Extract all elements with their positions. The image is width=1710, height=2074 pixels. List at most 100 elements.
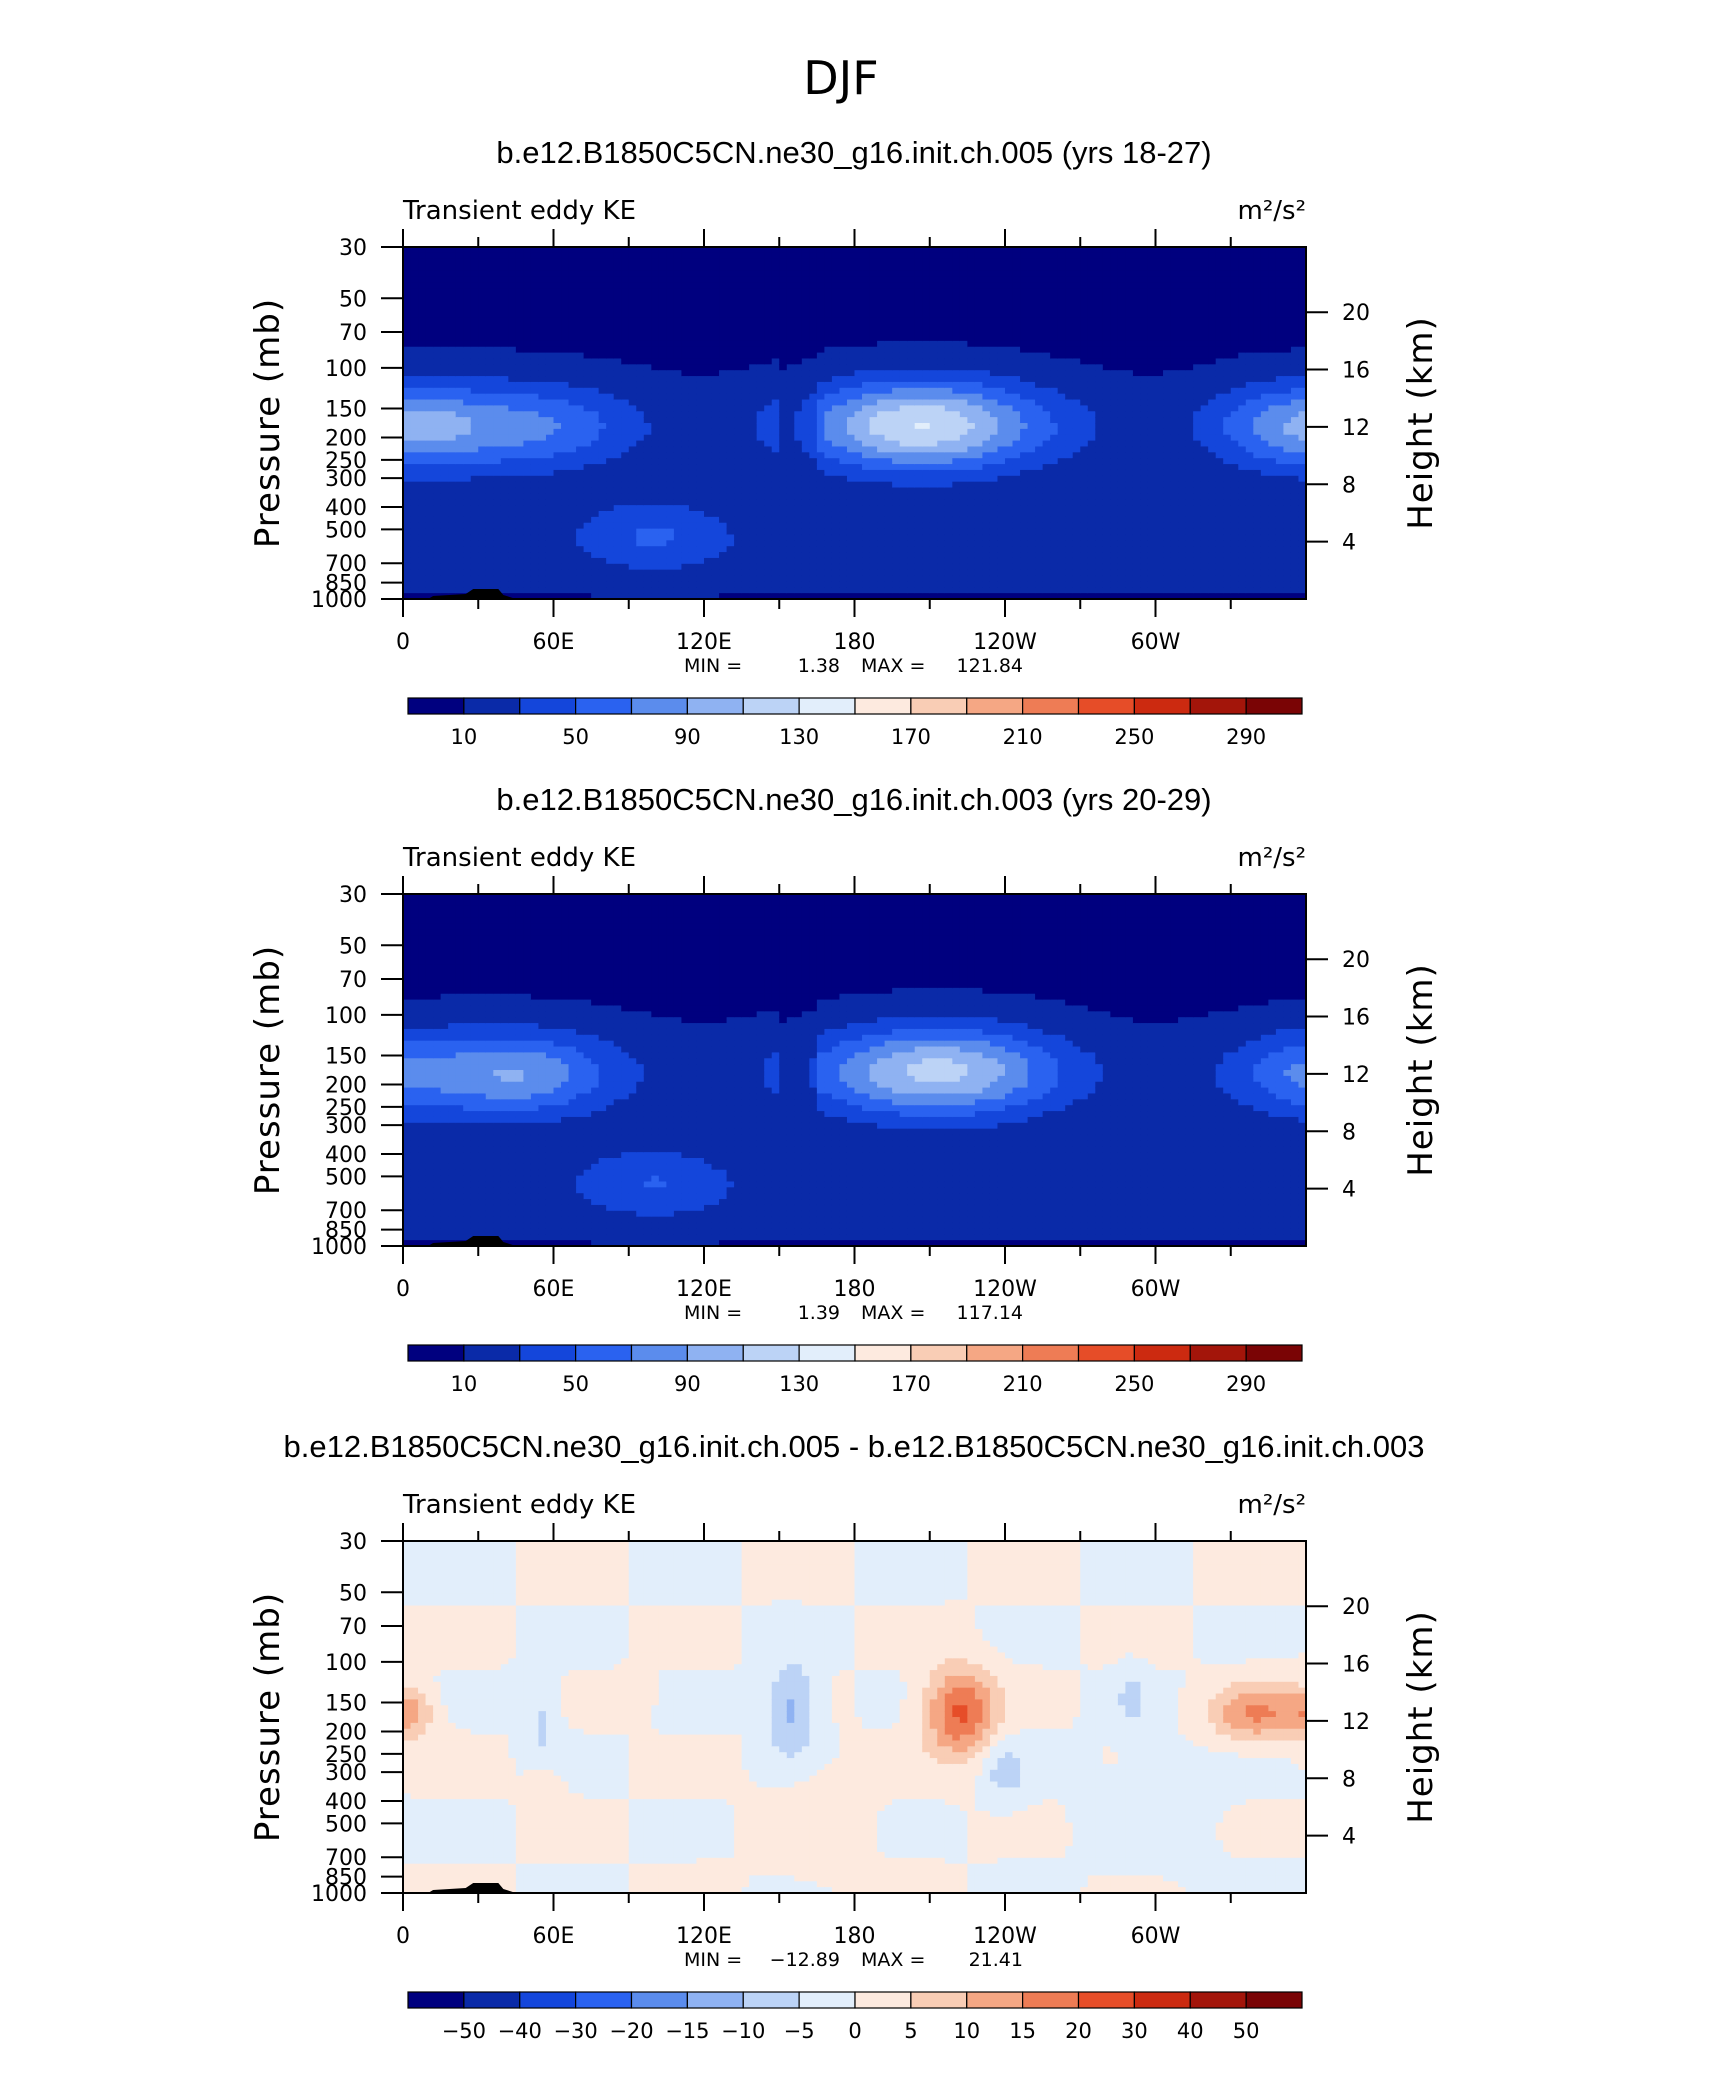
contour-cell: [967, 288, 976, 295]
contour-cell: [545, 417, 555, 424]
contour-cell: [929, 581, 938, 588]
contour-cell: [914, 270, 923, 277]
contour-cell: [854, 311, 863, 318]
contour-cell: [485, 252, 494, 260]
contour-cell: [816, 522, 826, 530]
contour-cell: [854, 335, 863, 342]
contour-cell: [598, 335, 607, 342]
contour-cell: [974, 352, 984, 360]
contour-cell: [884, 428, 893, 436]
contour-cell: [576, 575, 585, 582]
contour-cell: [741, 458, 750, 465]
contour-cell: [493, 282, 502, 289]
contour-cell: [433, 317, 442, 324]
contour-cell: [816, 364, 826, 371]
contour-cell: [816, 428, 826, 436]
contour-cell: [591, 552, 600, 559]
contour-cell: [561, 464, 570, 471]
contour-cell: [515, 299, 525, 307]
contour-cell: [433, 299, 442, 307]
contour-cell: [839, 493, 848, 500]
contour-cell: [530, 540, 540, 547]
contour-cell: [997, 569, 1006, 577]
contour-cell: [448, 387, 457, 395]
contour-cell: [643, 381, 652, 389]
contour-cell: [553, 393, 562, 401]
contour-cell: [929, 423, 938, 430]
contour-cell: [1020, 593, 1029, 600]
contour-cell: [425, 546, 434, 553]
contour-cell: [997, 587, 1006, 594]
contour-cell: [606, 534, 615, 541]
contour-cell: [1005, 546, 1014, 553]
contour-cell: [711, 557, 720, 565]
contour-cell: [538, 522, 547, 530]
contour-cell: [485, 340, 494, 348]
contour-cell: [545, 481, 555, 489]
contour-cell: [440, 493, 449, 500]
contour-cell: [877, 593, 886, 600]
contour-cell: [929, 405, 938, 412]
contour-cell: [989, 552, 999, 559]
contour-cell: [463, 399, 472, 406]
contour-cell: [1012, 305, 1021, 313]
contour-cell: [523, 493, 532, 500]
contour-cell: [403, 475, 412, 483]
contour-cell: [478, 557, 487, 565]
contour-cell: [688, 546, 698, 553]
contour-cell: [869, 593, 878, 600]
contour-cell: [688, 505, 698, 512]
contour-cell: [613, 299, 622, 307]
contour-cell: [666, 264, 675, 272]
contour-cell: [974, 552, 984, 559]
contour-cell: [794, 464, 803, 471]
contour-cell: [794, 434, 803, 442]
contour-cell: [839, 258, 848, 266]
contour-cell: [568, 247, 577, 254]
contour-cell: [673, 405, 683, 412]
contour-cell: [816, 346, 826, 354]
contour-cell: [771, 575, 780, 582]
contour-cell: [583, 264, 592, 272]
contour-cell: [628, 352, 637, 360]
contour-cell: [892, 370, 901, 377]
contour-cell: [658, 469, 667, 477]
contour-cell: [425, 247, 434, 254]
contour-cell: [613, 593, 622, 600]
contour-cell: [899, 493, 908, 500]
contour-cell: [982, 417, 991, 424]
contour-cell: [854, 247, 863, 254]
contour-cell: [410, 376, 419, 383]
contour-cell: [568, 516, 577, 524]
contour-cell: [508, 258, 517, 266]
contour-cell: [628, 340, 637, 348]
contour-cell: [756, 440, 765, 448]
contour-cell: [598, 434, 607, 442]
contour-cell: [741, 563, 750, 571]
contour-cell: [636, 528, 645, 536]
contour-cell: [839, 528, 848, 536]
contour-cell: [433, 417, 442, 424]
contour-cell: [538, 481, 547, 489]
contour-cell: [982, 458, 991, 465]
contour-cell: [884, 469, 893, 477]
contour-cell: [959, 276, 968, 283]
contour-cell: [561, 505, 570, 512]
contour-cell: [846, 493, 856, 500]
contour-cell: [1012, 364, 1021, 371]
contour-cell: [854, 469, 863, 477]
contour-cell: [493, 399, 502, 406]
contour-cell: [515, 557, 525, 565]
contour-cell: [433, 528, 442, 536]
contour-cell: [448, 469, 457, 477]
contour-cell: [771, 346, 780, 354]
contour-cell: [719, 434, 728, 442]
contour-cell: [892, 411, 901, 418]
contour-cell: [636, 270, 645, 277]
contour-cell: [418, 346, 427, 354]
contour-cell: [515, 393, 525, 401]
contour-cell: [726, 452, 735, 459]
contour-cell: [1020, 405, 1029, 412]
contour-cell: [1005, 340, 1014, 348]
contour-cell: [846, 335, 856, 342]
